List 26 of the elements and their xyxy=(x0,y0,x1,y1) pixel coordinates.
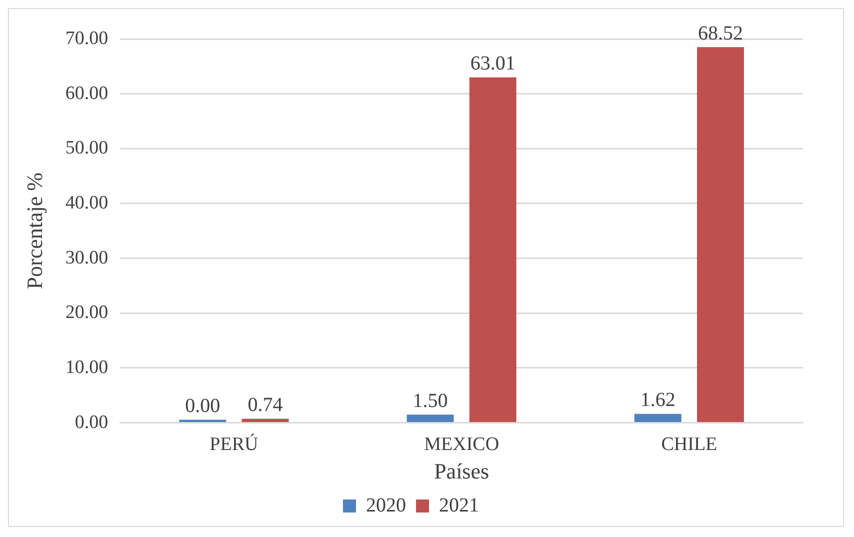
bar xyxy=(697,47,744,422)
bar xyxy=(634,414,682,422)
x-tick-label: PERÚ xyxy=(210,433,259,456)
data-label: 0.00 xyxy=(185,395,220,418)
data-label: 0.74 xyxy=(248,394,283,416)
data-label: 68.52 xyxy=(698,22,743,44)
y-tick-label: 40.00 xyxy=(65,192,108,214)
legend-label: 2020 xyxy=(366,494,406,516)
y-tick-label: 70.00 xyxy=(65,28,108,49)
y-tick-label: 60.00 xyxy=(65,82,108,104)
x-axis-title: Países xyxy=(434,458,490,484)
y-tick-label: 20.00 xyxy=(65,302,108,324)
x-tick-label: MEXICO xyxy=(424,434,500,456)
x-tick-label: CHILE xyxy=(661,434,718,456)
y-tick-label: 0.00 xyxy=(74,412,108,433)
data-label: 1.50 xyxy=(412,390,448,412)
bar xyxy=(406,414,454,422)
data-label: 1.62 xyxy=(640,389,676,412)
y-tick-label: 30.00 xyxy=(65,247,108,268)
y-tick-label: 10.00 xyxy=(65,356,108,378)
legend-label: 2021 xyxy=(439,494,479,516)
bar xyxy=(469,77,516,422)
y-tick-label: 50.00 xyxy=(65,138,108,159)
y-axis-title: Porcentaje % xyxy=(22,172,47,290)
data-label: 63.01 xyxy=(470,52,516,75)
bar xyxy=(242,418,289,422)
